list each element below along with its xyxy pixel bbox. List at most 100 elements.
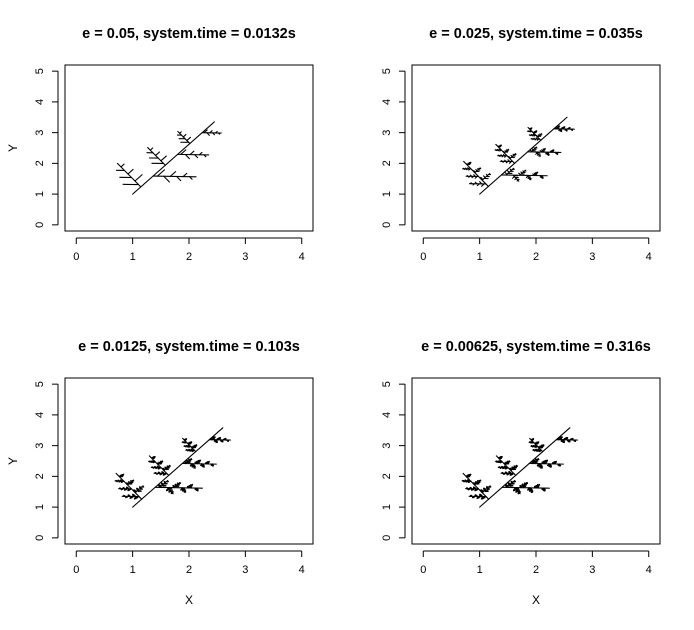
y-axis-title: Y [6,457,20,465]
x-tick-label: 1 [130,251,136,263]
fern-series [117,122,222,194]
fern-segment [466,168,467,169]
fern-segment [510,169,511,170]
fern-segment [468,163,469,164]
fern-segment [539,156,540,157]
y-tick-label: 0 [34,535,46,541]
fern-segment [523,171,524,172]
y-tick-label: 3 [381,130,393,136]
y-axis: 0 1 2 3 4 5 [34,68,58,228]
fern-segment [505,151,506,152]
fern-segment [505,172,507,174]
fern-segment [534,138,535,139]
chart-title: e = 0.05, system.time = 0.0132s [82,26,296,42]
y-tick-label: 4 [381,412,393,418]
fern-segment [536,153,537,154]
fern-segment [135,175,142,181]
y-tick-label: 2 [381,473,393,479]
x-axis: 0 1 2 3 4 [420,238,652,263]
fern-segment [513,177,515,179]
x-tick-label: 1 [130,564,136,576]
fern-segment [183,135,186,137]
x-tick-label: 3 [242,564,248,576]
x-tick-label: 0 [420,564,426,576]
fern-segment [185,155,189,159]
fern-segment [501,161,502,162]
x-tick-label: 1 [477,564,483,576]
fern-segment [161,156,166,161]
fern-series [463,117,575,194]
x-axis-title: X [532,593,540,607]
fern-segment [528,178,529,179]
y-tick-label: 2 [34,160,46,166]
x-tick-label: 2 [186,564,192,576]
y-tick-label: 1 [381,191,393,197]
chart-title: e = 0.0125, system.time = 0.103s [78,339,300,355]
fern-segment [469,176,470,177]
y-tick-label: 0 [381,222,393,228]
fern-segment [121,164,124,167]
fern-segment [464,169,465,170]
y-tick-label: 3 [34,443,46,449]
chart-panel-1: e = 0.05, system.time = 0.0132s 0 1 2 3 40 1 2 3… [6,26,313,263]
fern-segment [521,172,522,173]
y-tick-label: 3 [34,130,46,136]
fern-segment [519,173,521,175]
fern-series [462,428,577,507]
fern-segment [486,174,487,175]
fern-segment [534,173,535,174]
fern-segment [542,150,543,151]
x-tick-label: 0 [420,251,426,263]
y-tick-label: 1 [34,504,46,510]
x-tick-label: 4 [646,564,652,576]
x-tick-label: 3 [242,251,248,263]
x-tick-label: 4 [646,251,652,263]
y-tick-label: 3 [381,443,393,449]
y-tick-label: 5 [381,68,393,74]
x-tick-label: 1 [477,251,483,263]
fern-segment [177,176,181,180]
y-tick-label: 5 [34,381,46,387]
y-tick-label: 4 [34,99,46,105]
fern-segment [180,132,182,133]
x-tick-label: 0 [73,564,79,576]
fern-segment [499,155,500,156]
fern-segment [534,148,535,149]
y-tick-label: 0 [34,222,46,228]
y-tick-label: 1 [34,191,46,197]
x-tick-label: 2 [533,251,539,263]
x-tick-label: 0 [73,251,79,263]
fern-segment [533,174,534,175]
fern-segment [500,156,501,157]
y-tick-label: 0 [381,535,393,541]
fern-segment [507,171,509,173]
fern-segment [467,164,468,165]
fern-segment [507,150,508,151]
fern-segment [128,169,133,174]
x-axis-title: X [185,593,193,607]
fern-segment [170,172,175,177]
fern-segment [557,127,558,128]
fern-segment [156,152,160,155]
fern-segment [543,149,544,150]
y-tick-label: 2 [381,160,393,166]
x-tick-label: 3 [589,564,595,576]
fern-segment [484,176,486,178]
fern-segment [503,161,504,162]
y-tick-label: 4 [34,412,46,418]
fern-segment [537,154,538,155]
fern-series [115,428,230,507]
x-tick-label: 4 [299,564,305,576]
y-axis-title: Y [6,144,20,152]
fern-segment [530,150,532,152]
fern-segment [546,153,547,154]
fern-segment [538,135,539,136]
y-tick-label: 4 [381,99,393,105]
y-tick-label: 5 [34,68,46,74]
x-tick-label: 3 [589,251,595,263]
